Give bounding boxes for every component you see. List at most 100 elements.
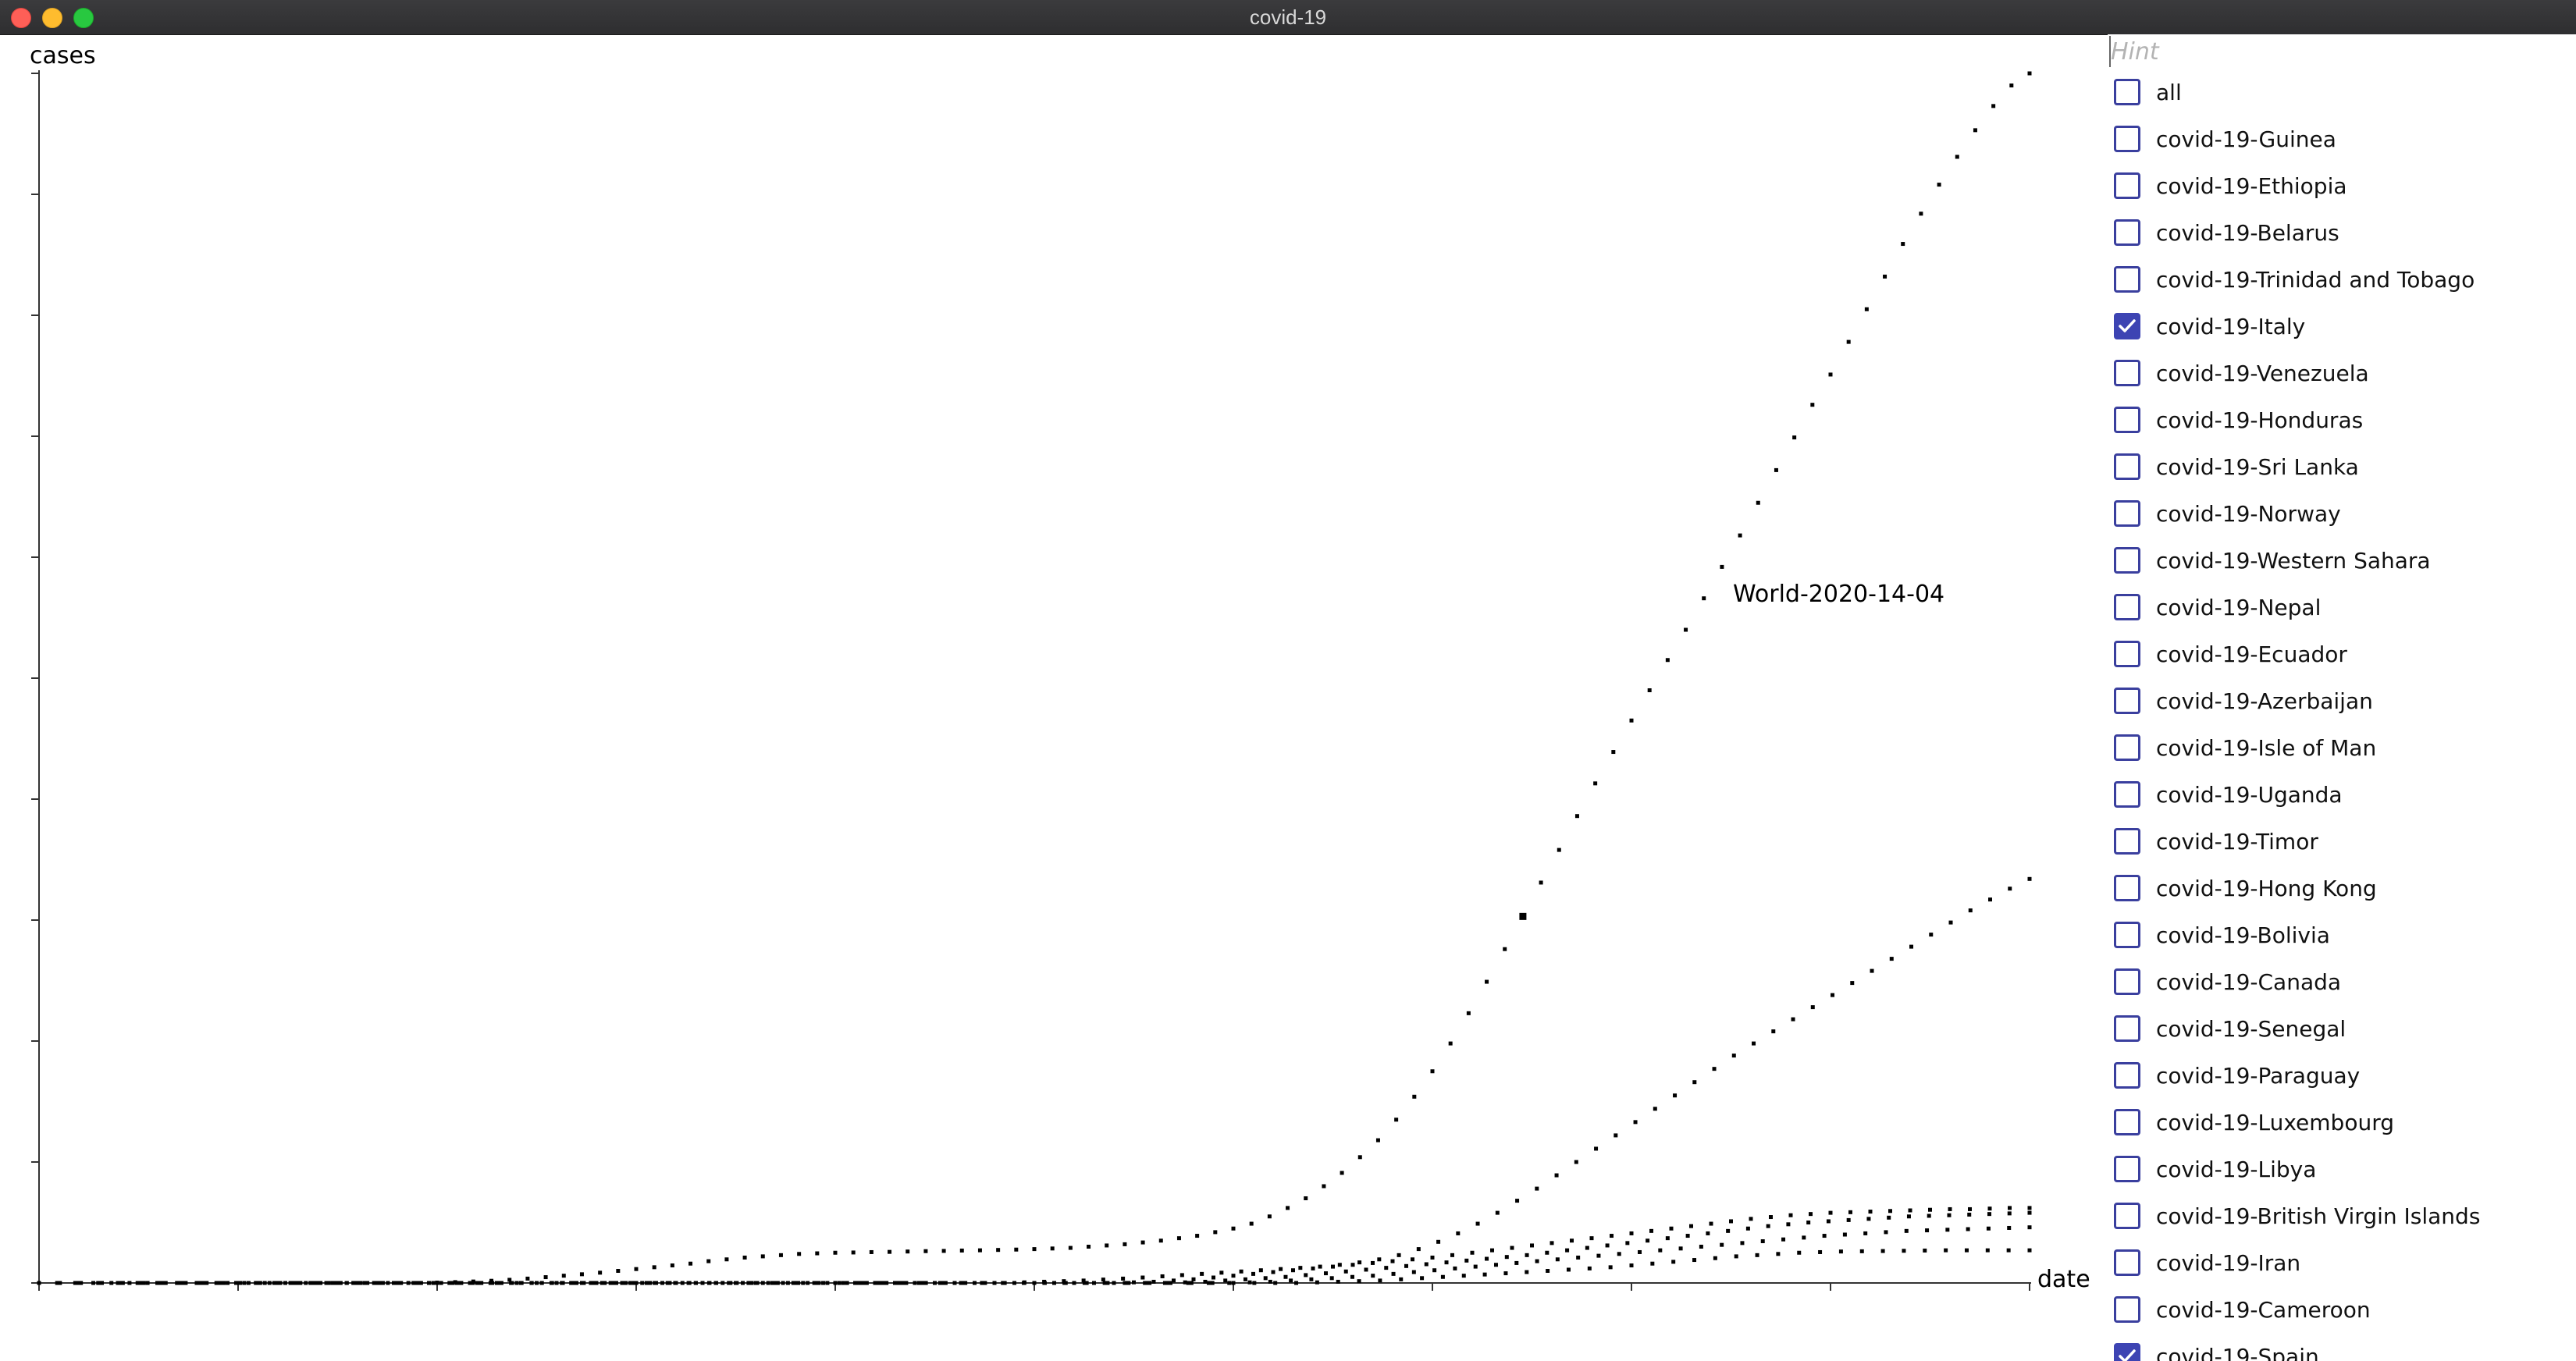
data-point	[1625, 1241, 1630, 1246]
data-point	[1291, 1268, 1295, 1273]
checkbox[interactable]	[2114, 641, 2140, 667]
data-point	[728, 1281, 733, 1285]
maximize-window-button[interactable]	[73, 8, 94, 28]
series-sidebar: all covid-19-Guinea covid-19-Ethiopia covid…	[2108, 34, 2576, 1361]
checkbox[interactable]	[2114, 313, 2140, 339]
checkbox[interactable]	[2114, 126, 2140, 152]
series-checkbox-item[interactable]: covid-19-Norway	[2108, 490, 2576, 537]
checkbox[interactable]	[2114, 453, 2140, 480]
data-point	[1749, 1217, 1753, 1221]
data-point	[1195, 1234, 1200, 1238]
chart-area[interactable]: cases date World-2020-14-04	[0, 34, 2108, 1361]
checkbox[interactable]	[2114, 875, 2140, 901]
checkbox[interactable]	[2114, 594, 2140, 620]
data-point	[620, 1281, 624, 1285]
series-checkbox-item[interactable]: covid-19-Western Sahara	[2108, 537, 2576, 584]
checkbox[interactable]	[2114, 781, 2140, 808]
checkbox[interactable]	[2114, 172, 2140, 199]
checkbox[interactable]	[2114, 1296, 2140, 1323]
series-checkbox-item[interactable]: covid-19-British Virgin Islands	[2108, 1192, 2576, 1239]
data-point	[1294, 1281, 1299, 1285]
checkbox[interactable]	[2114, 1156, 2140, 1182]
checkbox[interactable]	[2114, 547, 2140, 574]
checkbox[interactable]	[2114, 922, 2140, 948]
data-point	[2027, 1206, 2032, 1210]
checkbox[interactable]	[2114, 79, 2140, 105]
data-point	[1179, 1273, 1184, 1277]
window-title: covid-19	[1249, 5, 1327, 29]
series-checkbox-item[interactable]: covid-19-Italy	[2108, 303, 2576, 350]
data-point	[1822, 1234, 1827, 1238]
minimize-window-button[interactable]	[42, 8, 62, 28]
data-point	[2009, 84, 2014, 87]
series-checkbox-item[interactable]: covid-19-Azerbaijan	[2108, 677, 2576, 724]
series-checkbox-item[interactable]: covid-19-Iran	[2108, 1239, 2576, 1286]
data-point	[1729, 1219, 1733, 1224]
checkbox[interactable]	[2114, 360, 2140, 386]
scatter-chart[interactable]	[0, 34, 2108, 1361]
checkbox[interactable]	[2114, 828, 2140, 855]
series-checkbox-item[interactable]: covid-19-Ethiopia	[2108, 162, 2576, 209]
checkbox[interactable]	[2114, 1203, 2140, 1229]
close-window-button[interactable]	[11, 8, 31, 28]
data-point	[1482, 1272, 1487, 1277]
data-point	[79, 1281, 84, 1285]
series-checkbox-item[interactable]: covid-19-Nepal	[2108, 584, 2576, 631]
series-checkbox-item[interactable]: covid-19-Isle of Man	[2108, 724, 2576, 771]
series-checkbox-item[interactable]: covid-19-Paraguay	[2108, 1052, 2576, 1099]
series-checkbox-item[interactable]: covid-19-Canada	[2108, 958, 2576, 1005]
series-checkbox-item[interactable]: covid-19-Senegal	[2108, 1005, 2576, 1052]
data-point	[456, 1281, 461, 1285]
data-point	[1411, 1257, 1414, 1262]
series-checkbox-item[interactable]: covid-19-Belarus	[2108, 209, 2576, 256]
window-titlebar[interactable]: covid-19	[0, 0, 2576, 35]
hint-search-input[interactable]	[2109, 36, 2571, 67]
series-checkbox-item[interactable]: covid-19-Ecuador	[2108, 631, 2576, 677]
series-checkbox-item[interactable]: covid-19-Timor	[2108, 818, 2576, 865]
data-point	[898, 1281, 903, 1285]
series-checkbox-item[interactable]: covid-19-Venezuela	[2108, 350, 2576, 396]
series-checkbox-item[interactable]: covid-19-Bolivia	[2108, 911, 2576, 958]
data-point	[1923, 1248, 1927, 1253]
checkbox[interactable]	[2114, 219, 2140, 246]
data-point	[1318, 1264, 1322, 1269]
data-point	[529, 1281, 534, 1285]
series-checkbox-item[interactable]: covid-19-Trinidad and Tobago	[2108, 256, 2576, 303]
checkbox[interactable]	[2114, 1249, 2140, 1276]
data-point	[1831, 993, 1835, 997]
series-checkbox-label: all	[2156, 79, 2182, 105]
series-checkbox-item[interactable]: covid-19-Libya	[2108, 1146, 2576, 1192]
data-point	[1987, 1212, 1991, 1217]
series-checkbox-item[interactable]: covid-19-Hong Kong	[2108, 865, 2576, 911]
series-checkbox-item[interactable]: all	[2108, 69, 2576, 115]
checkbox[interactable]	[2114, 968, 2140, 995]
checkbox[interactable]	[2114, 1343, 2140, 1361]
checkbox[interactable]	[2114, 266, 2140, 293]
data-point	[714, 1281, 719, 1285]
series-checkbox-item[interactable]: covid-19-Guinea	[2108, 115, 2576, 162]
data-point	[37, 1281, 41, 1285]
series-checkbox-item[interactable]: covid-19-Uganda	[2108, 771, 2576, 818]
series-checkbox-item[interactable]: covid-19-Luxembourg	[2108, 1099, 2576, 1146]
series-checkbox-item[interactable]: covid-19-Spain	[2108, 1333, 2576, 1361]
checkbox[interactable]	[2114, 1062, 2140, 1089]
series-checkbox-label: covid-19-Ethiopia	[2156, 172, 2347, 199]
data-point	[1121, 1276, 1126, 1281]
series-checkbox-item[interactable]: covid-19-Honduras	[2108, 396, 2576, 443]
data-point	[435, 1281, 439, 1285]
data-point	[632, 1281, 636, 1285]
checkbox[interactable]	[2114, 407, 2140, 433]
checkbox[interactable]	[2114, 1109, 2140, 1135]
series-checkbox-item[interactable]: covid-19-Cameroon	[2108, 1286, 2576, 1333]
data-point	[1416, 1247, 1421, 1252]
checkbox[interactable]	[2114, 734, 2140, 761]
data-point	[1329, 1276, 1334, 1281]
checkbox[interactable]	[2114, 688, 2140, 714]
checkbox[interactable]	[2114, 1015, 2140, 1042]
series-checkbox-label: covid-19-Guinea	[2156, 126, 2336, 152]
data-point	[1908, 1208, 1912, 1213]
checkbox[interactable]	[2114, 500, 2140, 527]
data-point	[1769, 1215, 1773, 1220]
series-checkbox-item[interactable]: covid-19-Sri Lanka	[2108, 443, 2576, 490]
data-point	[720, 1281, 725, 1285]
